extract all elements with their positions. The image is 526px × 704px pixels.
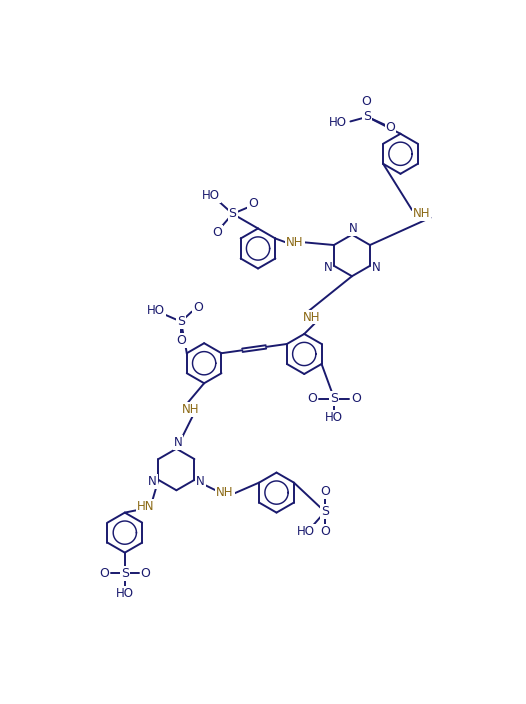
Text: O: O [248, 196, 258, 210]
Text: S: S [321, 505, 329, 518]
Text: N: N [323, 261, 332, 274]
Text: NH: NH [181, 403, 199, 416]
Text: O: O [176, 334, 186, 346]
Text: N: N [148, 475, 157, 488]
Text: NH: NH [216, 486, 234, 499]
Text: O: O [320, 525, 330, 539]
Text: HO: HO [147, 304, 165, 318]
Text: S: S [363, 111, 371, 123]
Text: N: N [196, 475, 205, 488]
Text: O: O [213, 226, 222, 239]
Text: S: S [177, 315, 185, 328]
Text: HO: HO [325, 411, 343, 425]
Text: HN: HN [137, 500, 154, 513]
Text: S: S [330, 392, 338, 405]
Text: O: O [99, 567, 109, 580]
Text: NH: NH [412, 208, 430, 220]
Text: O: O [320, 484, 330, 498]
Text: NH: NH [286, 236, 304, 249]
Text: NH: NH [303, 310, 321, 324]
Text: O: O [140, 567, 150, 580]
Text: O: O [386, 121, 396, 134]
Text: O: O [307, 392, 317, 405]
Text: S: S [229, 208, 237, 220]
Text: N: N [349, 222, 358, 235]
Text: HO: HO [297, 524, 315, 538]
Text: S: S [121, 567, 129, 580]
Text: N: N [372, 261, 380, 274]
Text: HO: HO [202, 189, 220, 202]
Text: O: O [361, 95, 371, 108]
Text: O: O [193, 301, 203, 314]
Text: N: N [174, 436, 183, 449]
Text: HO: HO [329, 116, 347, 130]
Text: O: O [351, 392, 361, 405]
Text: HO: HO [116, 587, 134, 600]
